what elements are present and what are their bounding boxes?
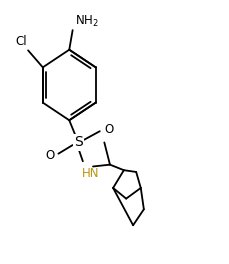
Text: HN: HN [82, 167, 99, 180]
Text: Cl: Cl [15, 35, 27, 48]
Text: NH$_2$: NH$_2$ [75, 13, 99, 29]
Text: O: O [104, 123, 114, 136]
Text: O: O [45, 149, 55, 162]
Text: S: S [74, 135, 83, 149]
